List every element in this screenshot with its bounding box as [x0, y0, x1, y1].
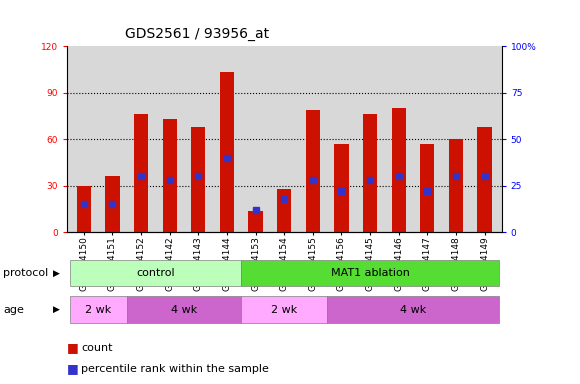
Bar	[306, 110, 320, 232]
Bar	[420, 144, 434, 232]
Text: 2 wk: 2 wk	[85, 305, 111, 314]
Bar	[449, 139, 463, 232]
Text: percentile rank within the sample: percentile rank within the sample	[81, 364, 269, 374]
Text: count: count	[81, 343, 113, 353]
Text: 4 wk: 4 wk	[400, 305, 426, 314]
Bar	[191, 127, 205, 232]
Bar	[106, 177, 119, 232]
Bar	[77, 186, 91, 232]
Text: ■: ■	[67, 362, 78, 375]
Bar	[134, 114, 148, 232]
Text: control: control	[136, 268, 175, 278]
Text: 4 wk: 4 wk	[171, 305, 197, 314]
Bar	[277, 189, 291, 232]
Text: ▶: ▶	[53, 268, 60, 278]
Text: ■: ■	[67, 341, 78, 354]
Bar	[162, 119, 177, 232]
Bar	[334, 144, 349, 232]
Text: MAT1 ablation: MAT1 ablation	[331, 268, 409, 278]
Text: protocol: protocol	[3, 268, 48, 278]
Bar	[392, 108, 406, 232]
Text: age: age	[3, 305, 24, 314]
Text: ▶: ▶	[53, 305, 60, 314]
Text: GDS2561 / 93956_at: GDS2561 / 93956_at	[125, 27, 269, 41]
Text: 2 wk: 2 wk	[271, 305, 298, 314]
Bar	[477, 127, 492, 232]
Bar	[220, 73, 234, 232]
Bar	[248, 210, 263, 232]
Bar	[363, 114, 377, 232]
